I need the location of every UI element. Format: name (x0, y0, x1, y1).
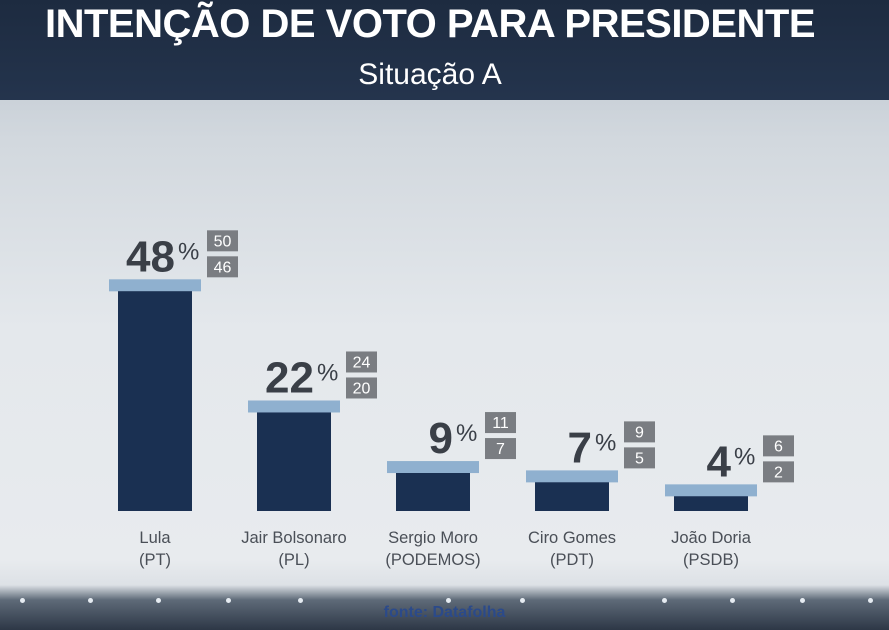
lower-margin-label: 20 (353, 380, 371, 397)
page-title: INTENÇÃO DE VOTO PARA PRESIDENTE (44, 2, 816, 46)
bar-top-edge (535, 482, 609, 491)
percent-label: % (456, 420, 477, 447)
upper-margin-box (207, 230, 238, 252)
value-label: 9 (429, 414, 453, 463)
bar-cap (387, 461, 479, 474)
source-label: fonte: Datafolha (383, 604, 506, 621)
percent-label: % (734, 443, 755, 470)
percent-label: % (317, 359, 338, 386)
bar-top-edge (118, 291, 192, 300)
percent-label: % (595, 429, 616, 456)
category-party-label: (PDT) (550, 551, 594, 569)
bar (118, 287, 192, 511)
lower-margin-box (624, 447, 655, 469)
category-label: João Doria (671, 529, 752, 547)
value-label: 4 (707, 437, 732, 486)
upper-margin-box (763, 435, 794, 457)
lower-margin-label: 46 (214, 259, 232, 276)
page-subtitle: Situação A (358, 58, 502, 91)
category-party-label: (PODEMOS) (385, 551, 480, 569)
lower-margin-box (346, 377, 377, 399)
upper-margin-label: 50 (214, 233, 232, 250)
upper-margin-box (485, 412, 516, 434)
value-label: 22 (265, 353, 314, 402)
value-label: 48 (126, 232, 175, 281)
category-party-label: (PT) (139, 551, 171, 569)
value-label: 7 (568, 423, 592, 472)
bar-top-edge (674, 496, 748, 505)
category-label: Lula (139, 529, 171, 547)
bar-cap (526, 470, 618, 483)
upper-margin-box (624, 421, 655, 443)
upper-margin-label: 6 (774, 438, 783, 455)
header-bar: INTENÇÃO DE VOTO PARA PRESIDENTE Situaçã… (0, 0, 889, 100)
lower-margin-label: 7 (496, 441, 505, 458)
bar (257, 408, 331, 511)
upper-margin-box (346, 351, 377, 373)
category-party-label: (PL) (278, 551, 309, 569)
category-party-label: (PSDB) (683, 551, 739, 569)
lower-margin-box (485, 438, 516, 460)
category-label: Ciro Gomes (528, 529, 616, 547)
percent-label: % (178, 238, 199, 265)
lower-margin-box (763, 461, 794, 483)
bar-top-edge (257, 412, 331, 421)
bar-cap (665, 484, 757, 497)
lower-margin-box (207, 256, 238, 278)
lower-margin-label: 5 (635, 450, 644, 467)
category-label: Jair Bolsonaro (241, 529, 346, 547)
category-label: Sergio Moro (388, 529, 478, 547)
upper-margin-label: 9 (635, 424, 644, 441)
bar-cap (109, 279, 201, 292)
lower-margin-label: 2 (774, 464, 783, 481)
bar-top-edge (396, 473, 470, 482)
bar-cap (248, 400, 340, 413)
upper-margin-label: 11 (492, 415, 509, 432)
upper-margin-label: 24 (353, 354, 371, 371)
